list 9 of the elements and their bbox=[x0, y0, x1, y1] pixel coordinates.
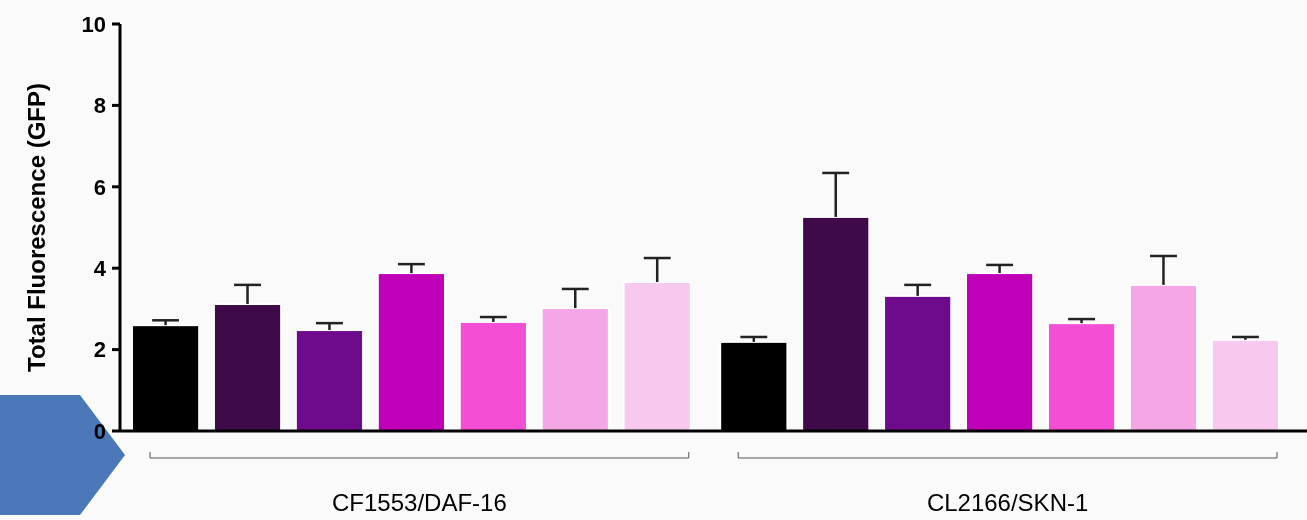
y-tick-label: 4 bbox=[93, 255, 107, 281]
y-tick-label: 6 bbox=[93, 174, 106, 200]
y-axis-title: Total Fluorescence (GFP) bbox=[23, 83, 50, 372]
y-tick-label: 0 bbox=[93, 418, 106, 444]
y-tick-label: 2 bbox=[93, 337, 106, 363]
y-tick-label: 10 bbox=[81, 11, 106, 37]
y-tick-label: 8 bbox=[93, 93, 106, 119]
x-tick-label: CF1553/DAF-16 bbox=[332, 489, 507, 516]
x-tick-label: CL2166/SKN-1 bbox=[926, 489, 1089, 516]
